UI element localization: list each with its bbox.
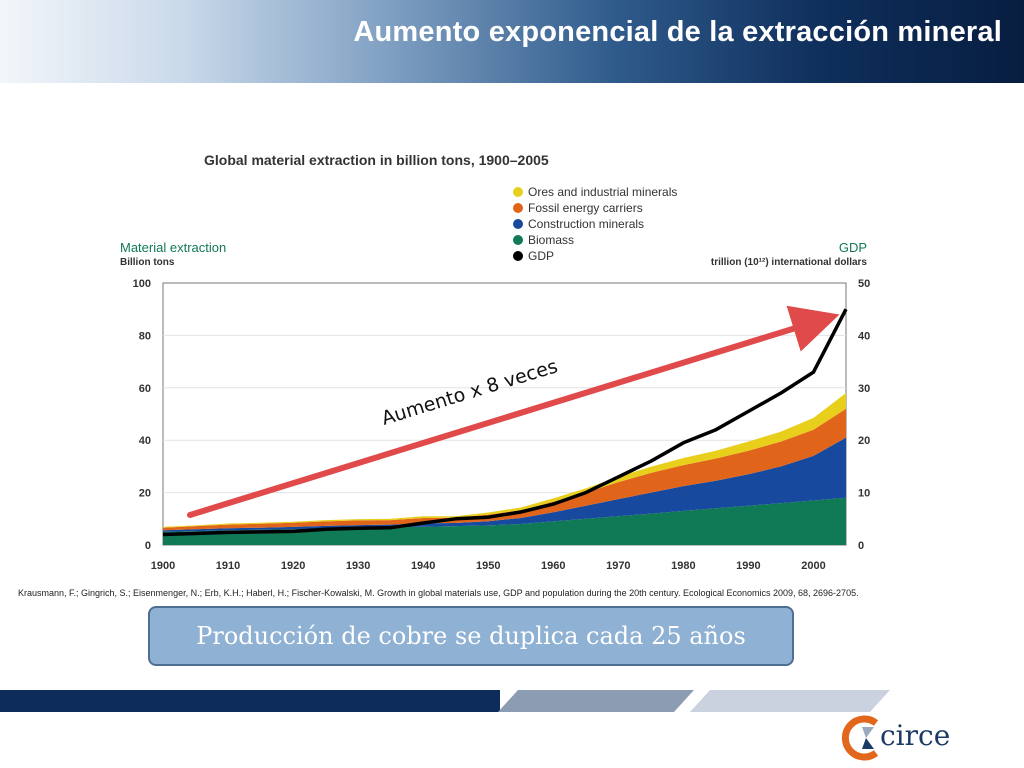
- legend-marker-construction: [513, 219, 523, 229]
- growth-arrow: [187, 305, 840, 518]
- legend-label-biomass: Biomass: [528, 233, 574, 247]
- x-tick-label: 1900: [151, 560, 175, 572]
- plot-area: 1900 1910 1920 1930 1940 1950 1960 1970 1980 1990…: [133, 278, 871, 572]
- legend-label-ores: Ores and industrial minerals: [528, 185, 677, 199]
- citation: Krausmann, F.; Gingrich, S.; Eisenmenger…: [18, 588, 859, 598]
- x-tick-label: 1960: [541, 560, 565, 572]
- y-axis-unit: Billion tons: [120, 257, 175, 268]
- copper-callout: Producción de cobre se duplica cada 25 a…: [148, 606, 794, 666]
- header-banner: Aumento exponencial de la extracción min…: [0, 0, 1024, 83]
- footer-band-light: [690, 690, 890, 712]
- x-tick-label: 2000: [801, 560, 825, 572]
- slide-title: Aumento exponencial de la extracción min…: [353, 16, 1002, 48]
- x-tick-label: 1930: [346, 560, 370, 572]
- y2-tick-label: 30: [858, 383, 870, 395]
- footer-band-mid: [498, 690, 694, 712]
- x-tick-label: 1910: [216, 560, 240, 572]
- x-tick-label: 1990: [736, 560, 760, 572]
- y-axis-label: Material extraction: [120, 240, 226, 255]
- x-tick-label: 1950: [476, 560, 500, 572]
- y2-tick-label: 20: [858, 435, 870, 447]
- y-tick-label: 0: [145, 540, 151, 552]
- x-tick-label: 1980: [671, 560, 695, 572]
- chart-title: Global material extraction in billion to…: [204, 152, 549, 168]
- y-tick-label: 60: [139, 383, 151, 395]
- legend-marker-biomass: [513, 235, 523, 245]
- chart: Global material extraction in billion to…: [120, 152, 871, 572]
- y2-tick-label: 50: [858, 278, 870, 290]
- legend-label-construction: Construction minerals: [528, 217, 644, 231]
- circe-logo: circe: [840, 715, 970, 761]
- y-tick-label: 40: [139, 435, 151, 447]
- x-tick-label: 1940: [411, 560, 435, 572]
- legend-label-gdp: GDP: [528, 249, 554, 263]
- area-biomass: [163, 497, 846, 545]
- x-tick-label: 1970: [606, 560, 630, 572]
- circe-logo-icon: [841, 715, 879, 761]
- y2-tick-label: 10: [858, 488, 870, 500]
- y-tick-label: 80: [139, 330, 151, 342]
- footer-band-dark: [0, 690, 500, 712]
- area-fossil: [163, 408, 846, 531]
- y-tick-label: 100: [133, 278, 151, 290]
- y2-axis-label: GDP: [839, 240, 867, 255]
- y-tick-label: 20: [139, 488, 151, 500]
- line-gdp: [162, 308, 848, 537]
- chart-legend: Ores and industrial minerals Fossil energ…: [513, 185, 677, 263]
- legend-label-fossil: Fossil energy carriers: [528, 201, 643, 215]
- logo-text: circe: [880, 719, 951, 752]
- y2-axis-unit: trillion (10¹²) international dollars: [711, 257, 868, 268]
- area-construction: [163, 437, 846, 532]
- x-tick-label: 1920: [281, 560, 305, 572]
- legend-marker-fossil: [513, 203, 523, 213]
- y2-tick-label: 0: [858, 540, 864, 552]
- y2-tick-label: 40: [858, 330, 870, 342]
- legend-marker-ores: [513, 187, 523, 197]
- legend-marker-gdp: [513, 251, 523, 261]
